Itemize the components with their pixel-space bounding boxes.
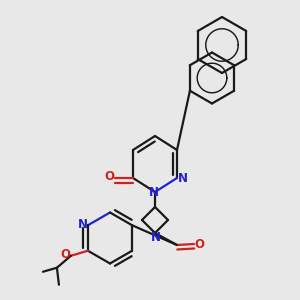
- Text: O: O: [60, 248, 70, 261]
- Text: N: N: [151, 231, 160, 244]
- Text: N: N: [149, 187, 159, 200]
- Text: N: N: [77, 218, 87, 231]
- Text: O: O: [104, 170, 115, 184]
- Text: O: O: [194, 238, 205, 250]
- Text: N: N: [178, 172, 188, 184]
